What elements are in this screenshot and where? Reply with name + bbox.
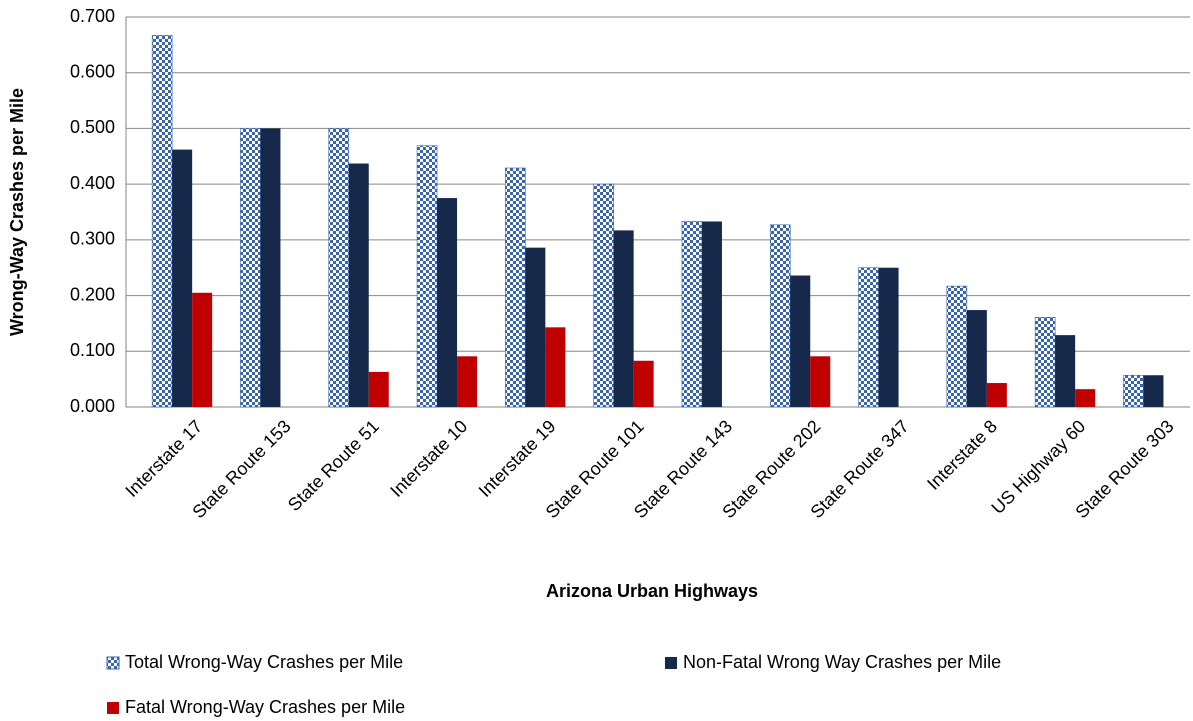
legend-label: Total Wrong-Way Crashes per Mile: [125, 652, 403, 672]
bar: [505, 167, 526, 408]
x-tick-label: Interstate 8: [923, 416, 1001, 494]
bar: [172, 149, 193, 407]
bar: [946, 285, 968, 408]
x-tick-label: Interstate 17: [121, 416, 206, 501]
legend-label: Non-Fatal Wrong Way Crashes per Mile: [683, 652, 1001, 672]
bar: [545, 327, 566, 407]
bar: [878, 267, 899, 407]
bar: [701, 221, 722, 407]
y-tick-label: 0.600: [70, 61, 115, 81]
y-tick-label: 0.400: [70, 173, 115, 193]
bar: [633, 360, 654, 407]
bar: [858, 267, 879, 408]
bar: [1075, 389, 1096, 407]
bar: [593, 183, 614, 408]
bar: [810, 356, 831, 407]
bar: [1034, 316, 1056, 408]
legend-label: Fatal Wrong-Way Crashes per Mile: [125, 697, 405, 717]
x-tick-label: Interstate 10: [386, 416, 471, 501]
legend-swatch: [107, 702, 119, 714]
bar: [613, 230, 634, 407]
bar: [790, 275, 811, 407]
bar: [348, 163, 369, 407]
bar: [681, 221, 703, 408]
y-tick-label: 0.000: [70, 396, 115, 416]
y-tick-label: 0.200: [70, 284, 115, 304]
bar: [986, 383, 1007, 407]
bar: [437, 198, 458, 407]
bar: [457, 356, 478, 407]
bar: [1055, 335, 1076, 407]
bar: [240, 128, 261, 408]
x-tick-label: Interstate 19: [475, 416, 560, 501]
bar: [769, 224, 791, 408]
legend-swatch: [106, 656, 120, 670]
y-tick-label: 0.700: [70, 6, 115, 26]
x-tick-label: State Route 51: [284, 416, 383, 515]
bar: [151, 35, 173, 408]
y-tick-label: 0.500: [70, 117, 115, 137]
bar: [1123, 374, 1144, 408]
x-axis-title: Arizona Urban Highways: [546, 581, 758, 601]
bar: [368, 371, 389, 407]
bar: [260, 128, 281, 407]
bar: [1143, 375, 1164, 407]
y-axis-title: Wrong-Way Crashes per Mile: [7, 88, 27, 336]
y-tick-label: 0.100: [70, 340, 115, 360]
y-tick-label: 0.300: [70, 229, 115, 249]
bar: [192, 292, 213, 407]
legend-swatch: [665, 657, 677, 669]
bar: [525, 247, 546, 407]
bar: [416, 145, 438, 408]
bar: [966, 310, 987, 407]
bar: [328, 128, 350, 408]
x-tick-label: US Highway 60: [987, 416, 1089, 518]
